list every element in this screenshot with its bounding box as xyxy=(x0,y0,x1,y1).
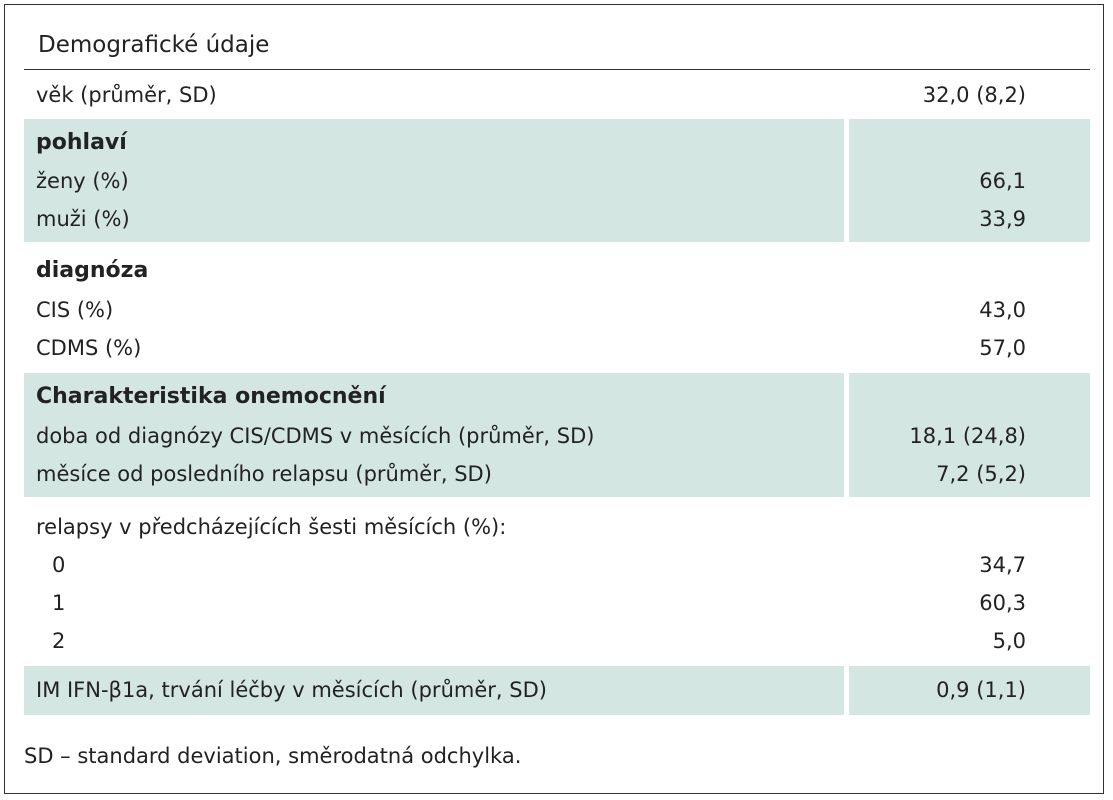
relapses-row-value: 5,0 xyxy=(992,629,1026,653)
sex-title: pohlaví xyxy=(36,130,127,155)
row-treatment: IM IFN-β1a, trvání léčby v měsících (prů… xyxy=(24,666,1090,715)
treatment-value: 0,9 (1,1) xyxy=(936,678,1026,702)
heading-rule xyxy=(24,69,1090,70)
shaded-cell-left xyxy=(24,373,844,497)
sex-row-label: ženy (%) xyxy=(36,169,129,193)
table-frame xyxy=(4,4,1104,794)
diagnosis-row-value: 57,0 xyxy=(979,336,1026,360)
table-heading: Demografické údaje xyxy=(38,32,270,58)
relapses-row-label: 1 xyxy=(52,591,66,615)
relapses-row-value: 60,3 xyxy=(979,591,1026,615)
disease-row-label: měsíce od posledního relapsu (průměr, SD… xyxy=(36,462,492,486)
shaded-cell-left xyxy=(24,119,844,242)
diagnosis-row-label: CIS (%) xyxy=(36,298,114,322)
relapses-row-label: 0 xyxy=(52,553,66,577)
relapses-title: relapsy v předcházejících šesti měsících… xyxy=(36,515,507,539)
sex-row-value: 66,1 xyxy=(979,169,1026,193)
shaded-cell-left xyxy=(24,666,844,715)
group-sex: pohlaví ženy (%) 66,1 muži (%) 33,9 xyxy=(24,119,1090,242)
footnote: SD – standard deviation, směrodatná odch… xyxy=(24,744,522,768)
sex-row-label: muži (%) xyxy=(36,207,130,231)
group-relapses: relapsy v předcházejících šesti měsících… xyxy=(24,506,1090,660)
treatment-label: IM IFN-β1a, trvání léčby v měsících (prů… xyxy=(36,678,547,702)
shaded-cell-right xyxy=(849,119,1090,242)
group-disease: Charakteristika onemocnění doba od diagn… xyxy=(24,373,1090,497)
age-label: věk (průměr, SD) xyxy=(36,83,217,107)
sex-row-value: 33,9 xyxy=(979,207,1026,231)
separator xyxy=(24,117,1090,118)
age-value: 32,0 (8,2) xyxy=(922,83,1026,107)
disease-row-value: 18,1 (24,8) xyxy=(909,424,1026,448)
relapses-row-value: 34,7 xyxy=(979,553,1026,577)
diagnosis-title: diagnóza xyxy=(36,258,149,283)
diagnosis-row-label: CDMS (%) xyxy=(36,336,142,360)
disease-row-value: 7,2 (5,2) xyxy=(936,462,1026,486)
row-age: věk (průměr, SD) 32,0 (8,2) xyxy=(24,76,1090,114)
diagnosis-row-value: 43,0 xyxy=(979,298,1026,322)
shaded-cell-right xyxy=(849,666,1090,715)
group-diagnosis: diagnóza CIS (%) 43,0 CDMS (%) 57,0 xyxy=(24,250,1090,368)
relapses-row-label: 2 xyxy=(52,629,66,653)
disease-title: Charakteristika onemocnění xyxy=(36,384,386,409)
disease-row-label: doba od diagnózy CIS/CDMS v měsících (pr… xyxy=(36,424,595,448)
shaded-cell-right xyxy=(849,373,1090,497)
